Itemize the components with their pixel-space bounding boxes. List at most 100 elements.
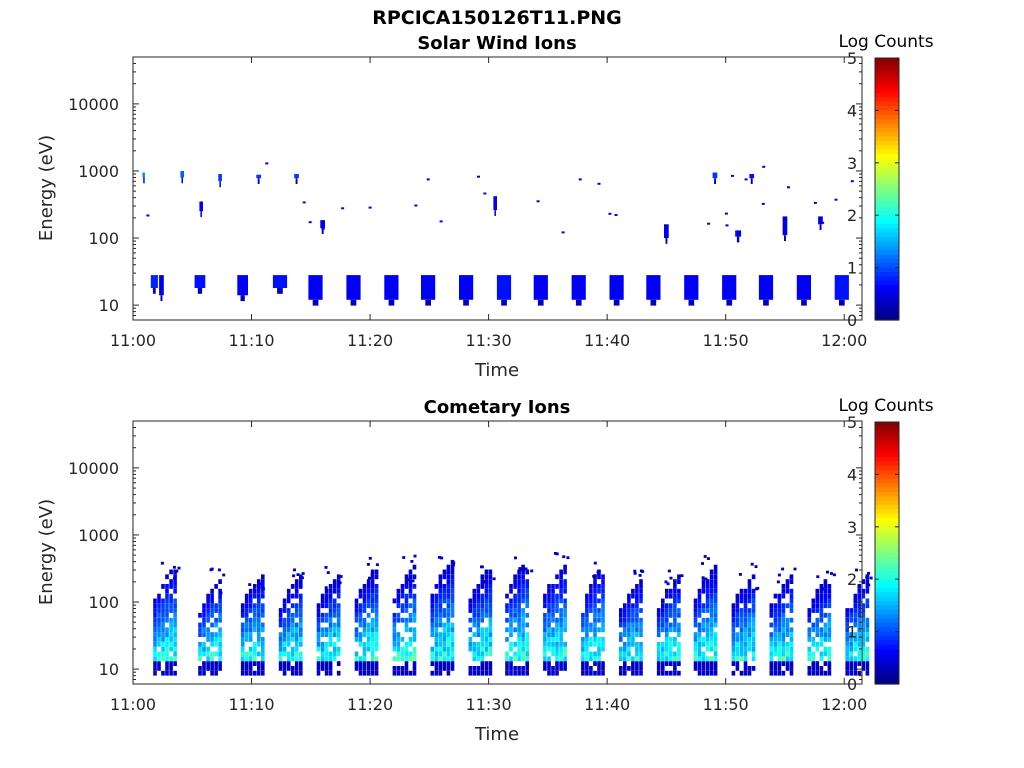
heatmap-cell [210,588,214,594]
heatmap-cell [299,612,303,618]
heatmap-cell [709,637,714,642]
heatmap-cell [635,646,639,652]
heatmap-cell [336,588,341,594]
heatmap-cell [601,637,605,642]
heatmap-cell [290,617,295,623]
heatmap-cell [299,584,303,589]
heatmap-cell [781,608,786,613]
heatmap-cell [601,661,605,666]
colorbar-tick-label: 4 [847,465,857,484]
heatmap-cell [555,617,559,623]
heatmap-cell [375,563,379,567]
heatmap-cell [513,651,517,657]
heatmap-cell [593,617,597,623]
heatmap-cell [815,617,820,623]
heatmap-cell [362,656,367,662]
heatmap-cell [412,632,417,637]
heatmap-cell [374,641,379,647]
colorbar-segment [875,254,899,260]
heatmap-cell [430,598,435,604]
heatmap-cell [370,603,375,609]
heatmap-cell [849,608,853,613]
colorbar-segment [875,119,899,125]
heatmap-cell [332,612,337,618]
heatmap-cell [153,670,157,676]
heatmap-cell [669,656,673,662]
heatmap-cell [438,608,443,613]
heatmap-cell [384,275,399,300]
heatmap-cell [404,651,409,657]
heatmap-cell [547,666,551,671]
heatmap-cell [472,608,477,613]
heatmap-cell [173,656,177,662]
heatmap-cell [438,632,443,637]
heatmap-cell [434,617,439,623]
heatmap-cell [294,622,299,628]
heatmap-cell [562,555,566,559]
heatmap-cell [332,651,337,657]
heatmap-cell [555,646,559,652]
heatmap-cell [677,670,681,676]
heatmap-cell [623,661,627,666]
heatmap-cell [521,608,525,613]
heatmap-cell [517,593,521,599]
heatmap-cell [446,608,451,613]
x-tick-label: 11:50 [703,695,749,714]
heatmap-cell [434,584,439,589]
heatmap-cell [257,603,261,609]
heatmap-cell [320,612,325,618]
heatmap-cell [165,617,169,623]
colorbar-segment [875,66,899,72]
heatmap-cell [789,593,794,599]
colorbar-tick-label: 0 [847,675,857,694]
heatmap-cell [282,666,287,671]
heatmap-cell [430,661,435,666]
heatmap-cell [563,564,567,570]
colorbar-segment [875,219,899,225]
heatmap-cell [865,579,870,584]
heatmap-cell [709,603,714,609]
heatmap-cell [693,656,698,662]
heatmap-cell [601,588,605,594]
heatmap-cell [697,651,702,657]
heatmap-cell [713,612,718,618]
heatmap-cell [525,670,529,676]
heatmap-cell [396,598,401,604]
heatmap-cell [789,670,794,676]
heatmap-cell [404,603,409,609]
heatmap-cell [442,598,447,604]
heatmap-cell [639,646,643,652]
colorbar-segment [875,513,899,519]
heatmap-cell [480,656,485,662]
heatmap-cell [354,617,359,623]
heatmap-cell [336,661,341,666]
heatmap-cell [261,661,265,666]
heatmap-cell [693,632,698,637]
heatmap-cell [789,576,793,579]
heatmap-cell [627,632,631,637]
heatmap-cell [468,603,473,609]
heatmap-cell [543,612,547,618]
heatmap-cell [324,617,329,623]
heatmap-cell [244,598,249,604]
heatmap-cell [631,622,635,628]
heatmap-cell [332,627,337,633]
heatmap-cell [555,593,559,599]
heatmap-cell [400,584,405,589]
heatmap-cell [631,670,635,676]
heatmap-cell [554,552,557,555]
heatmap-cell [194,275,206,288]
heatmap-cell [785,579,790,584]
heatmap-cell [362,641,367,647]
heatmap-cell [332,584,337,589]
heatmap-cell [853,593,858,599]
heatmap-cell [661,627,665,633]
heatmap-cell [157,612,161,618]
heatmap-cell [623,651,627,657]
heatmap-cell [819,627,824,633]
heatmap-cell [480,666,485,671]
heatmap-cell [392,612,397,618]
heatmap-cell [525,603,529,609]
heatmap-cell [635,608,639,613]
heatmap-cell [374,598,379,604]
